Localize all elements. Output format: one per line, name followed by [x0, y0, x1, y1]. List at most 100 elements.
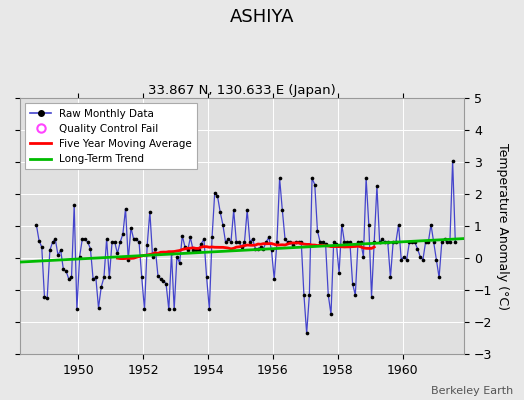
Y-axis label: Temperature Anomaly (°C): Temperature Anomaly (°C): [496, 143, 509, 310]
Point: [416, 254, 424, 260]
Point: [205, 306, 214, 313]
Point: [351, 292, 359, 298]
Point: [59, 266, 68, 273]
Point: [365, 222, 373, 228]
Point: [449, 157, 457, 164]
Point: [348, 281, 357, 287]
Point: [124, 257, 133, 263]
Point: [194, 247, 203, 254]
Text: Berkeley Earth: Berkeley Earth: [431, 386, 514, 396]
Point: [197, 241, 205, 247]
Point: [254, 246, 262, 252]
Point: [397, 257, 406, 263]
Point: [356, 239, 365, 246]
Point: [40, 294, 49, 300]
Point: [405, 239, 413, 246]
Point: [129, 236, 138, 242]
Point: [427, 222, 435, 228]
Point: [51, 236, 59, 242]
Point: [395, 222, 403, 228]
Point: [189, 247, 198, 254]
Point: [38, 244, 46, 250]
Point: [272, 239, 281, 246]
Point: [411, 239, 419, 246]
Point: [57, 247, 65, 254]
Point: [327, 311, 335, 318]
Point: [389, 239, 397, 246]
Point: [400, 254, 408, 260]
Point: [278, 207, 287, 214]
Point: [92, 274, 100, 281]
Point: [435, 274, 443, 281]
Point: [230, 207, 238, 214]
Point: [192, 247, 200, 254]
Point: [100, 274, 108, 281]
Point: [108, 239, 116, 246]
Point: [232, 239, 241, 246]
Point: [267, 247, 276, 254]
Point: [216, 209, 224, 215]
Point: [424, 239, 432, 246]
Point: [146, 209, 154, 215]
Point: [308, 175, 316, 182]
Point: [48, 239, 57, 246]
Point: [178, 233, 187, 239]
Point: [402, 257, 411, 263]
Point: [297, 239, 305, 246]
Point: [35, 238, 43, 244]
Point: [241, 239, 249, 246]
Point: [391, 239, 400, 246]
Point: [202, 274, 211, 281]
Point: [321, 241, 330, 247]
Point: [246, 239, 254, 246]
Point: [438, 239, 446, 246]
Point: [148, 254, 157, 260]
Point: [200, 236, 208, 242]
Point: [54, 252, 62, 258]
Point: [262, 239, 270, 246]
Point: [381, 239, 389, 246]
Point: [78, 236, 86, 242]
Point: [281, 236, 289, 242]
Point: [75, 254, 84, 260]
Point: [386, 274, 395, 281]
Point: [127, 225, 135, 231]
Point: [283, 239, 292, 246]
Point: [173, 254, 181, 260]
Point: [313, 228, 322, 234]
Point: [292, 239, 300, 246]
Point: [62, 268, 70, 274]
Point: [122, 206, 130, 212]
Point: [113, 250, 122, 257]
Text: ASHIYA: ASHIYA: [230, 8, 294, 26]
Point: [337, 222, 346, 228]
Point: [235, 239, 243, 246]
Point: [440, 236, 449, 242]
Point: [378, 236, 387, 242]
Point: [376, 239, 384, 246]
Point: [140, 306, 149, 313]
Point: [319, 239, 327, 246]
Point: [89, 276, 97, 282]
Point: [373, 183, 381, 190]
Point: [413, 246, 422, 252]
Point: [67, 274, 75, 281]
Point: [46, 247, 54, 254]
Point: [32, 222, 40, 228]
Point: [289, 242, 297, 249]
Point: [211, 190, 219, 196]
Point: [151, 246, 159, 252]
Point: [97, 284, 105, 290]
Point: [157, 276, 165, 282]
Point: [162, 281, 170, 287]
Point: [237, 244, 246, 250]
Point: [94, 305, 103, 311]
Point: [408, 239, 416, 246]
Point: [367, 294, 376, 300]
Point: [324, 292, 332, 298]
Point: [330, 239, 338, 246]
Point: [170, 306, 178, 313]
Point: [446, 239, 454, 246]
Point: [354, 239, 362, 246]
Point: [221, 239, 230, 246]
